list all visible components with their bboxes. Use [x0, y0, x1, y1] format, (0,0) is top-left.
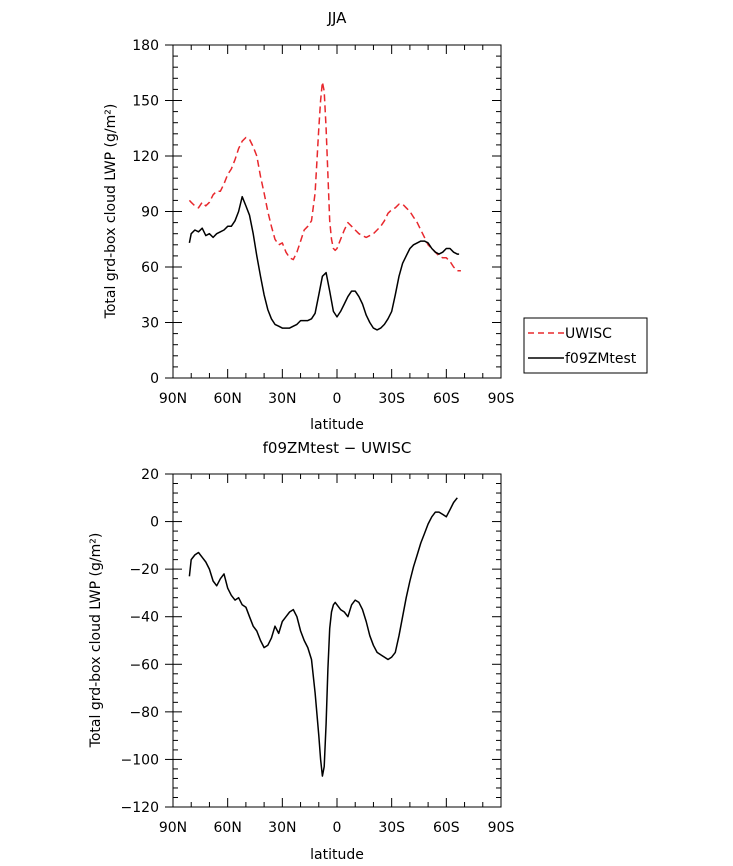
x-tick-label: 90S [488, 820, 515, 836]
legend: UWISC f09ZMtest [523, 317, 648, 374]
x-tick-label: 60S [433, 391, 460, 407]
y-tick-label: −80 [129, 705, 159, 721]
bottom-chart-frame [172, 473, 502, 808]
top-chart-title: JJA [327, 9, 348, 27]
legend-f09zmtest-label: f09ZMtest [565, 351, 637, 367]
y-tick-label: −120 [121, 800, 159, 816]
x-tick-label: 60N [214, 391, 242, 407]
top-chart-series-f09zmtest [188, 195, 460, 331]
bottom-chart-series-f09zmtest-uwisc [188, 497, 458, 777]
x-tick-label: 30S [378, 820, 405, 836]
top-chart-series-uwisc [188, 81, 461, 272]
x-tick-label: 60S [433, 820, 460, 836]
bottom-chart-title: f09ZMtest − UWISC [263, 439, 412, 457]
top-chart-series [188, 81, 461, 331]
bottom-chart: f09ZMtest − UWISC 90N 60N 30N 0 30S 60S 90S −1… [88, 439, 514, 863]
y-tick-label: −40 [129, 610, 159, 626]
top-chart: JJA 90N 60N 30N 0 30S 60S 90S 0 30 60 90 120 150 180… [103, 9, 648, 433]
x-tick-label: 60N [214, 820, 242, 836]
x-tick-label: 90N [159, 820, 187, 836]
y-tick-label: 0 [150, 371, 159, 387]
top-chart-y-axis-label: Total grd-box cloud LWP (g/m²) [103, 104, 119, 320]
y-tick-label: 0 [150, 515, 159, 531]
bottom-chart-x-axis-label: latitude [310, 847, 364, 863]
bottom-chart-ticks [165, 473, 502, 808]
bottom-chart-series [188, 497, 458, 777]
x-tick-label: 0 [333, 391, 342, 407]
bottom-chart-y-tick-labels: −120 −100 −80 −60 −40 −20 0 20 [121, 467, 159, 816]
x-tick-label: 90N [159, 391, 187, 407]
x-tick-label: 90S [488, 391, 515, 407]
legend-box [523, 317, 648, 374]
x-tick-label: 0 [333, 820, 342, 836]
y-tick-label: 30 [141, 316, 159, 332]
y-tick-label: 60 [141, 260, 159, 276]
x-tick-label: 30N [268, 391, 296, 407]
top-chart-y-tick-labels: 0 30 60 90 120 150 180 [132, 38, 159, 387]
bottom-chart-y-axis-label: Total grd-box cloud LWP (g/m²) [88, 533, 104, 749]
top-chart-ticks [165, 44, 502, 379]
y-tick-label: 20 [141, 467, 159, 483]
top-chart-frame [172, 44, 502, 379]
y-tick-label: −60 [129, 657, 159, 673]
y-tick-label: 180 [132, 38, 159, 54]
x-tick-label: 30S [378, 391, 405, 407]
y-tick-label: 90 [141, 205, 159, 221]
y-tick-label: −100 [121, 752, 159, 768]
bottom-chart-x-tick-labels: 90N 60N 30N 0 30S 60S 90S [159, 820, 515, 836]
y-tick-label: 150 [132, 94, 159, 110]
y-tick-label: −20 [129, 562, 159, 578]
y-tick-label: 120 [132, 149, 159, 165]
legend-uwisc-label: UWISC [565, 326, 612, 342]
x-tick-label: 30N [268, 820, 296, 836]
top-chart-x-axis-label: latitude [310, 417, 364, 433]
top-chart-x-tick-labels: 90N 60N 30N 0 30S 60S 90S [159, 391, 515, 407]
